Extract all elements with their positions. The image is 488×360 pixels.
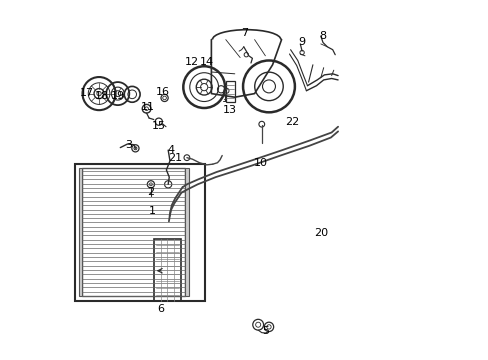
Text: 7: 7 xyxy=(241,28,247,38)
Text: 18: 18 xyxy=(95,91,109,102)
Text: 15: 15 xyxy=(151,121,165,131)
Text: 17: 17 xyxy=(80,88,94,98)
Bar xyxy=(82,168,185,296)
Text: 12: 12 xyxy=(185,57,199,67)
Text: 11: 11 xyxy=(141,102,155,112)
Text: 5: 5 xyxy=(262,326,268,336)
Text: 2: 2 xyxy=(147,186,154,197)
Text: 19: 19 xyxy=(110,91,124,102)
Bar xyxy=(75,164,204,301)
Text: 20: 20 xyxy=(313,228,327,238)
Text: 21: 21 xyxy=(168,153,182,163)
Text: 3: 3 xyxy=(125,140,132,150)
Bar xyxy=(153,239,181,301)
Text: 9: 9 xyxy=(298,37,305,48)
Text: 22: 22 xyxy=(285,117,299,127)
Text: 4: 4 xyxy=(167,145,174,156)
Bar xyxy=(225,81,234,102)
Text: 14: 14 xyxy=(199,57,213,67)
Text: 8: 8 xyxy=(319,31,326,41)
Text: 6: 6 xyxy=(157,303,164,314)
Bar xyxy=(185,168,188,296)
Text: 16: 16 xyxy=(155,87,169,97)
Bar xyxy=(79,168,82,296)
Text: 10: 10 xyxy=(253,158,267,168)
Text: 1: 1 xyxy=(149,206,156,216)
Text: 13: 13 xyxy=(223,105,237,115)
